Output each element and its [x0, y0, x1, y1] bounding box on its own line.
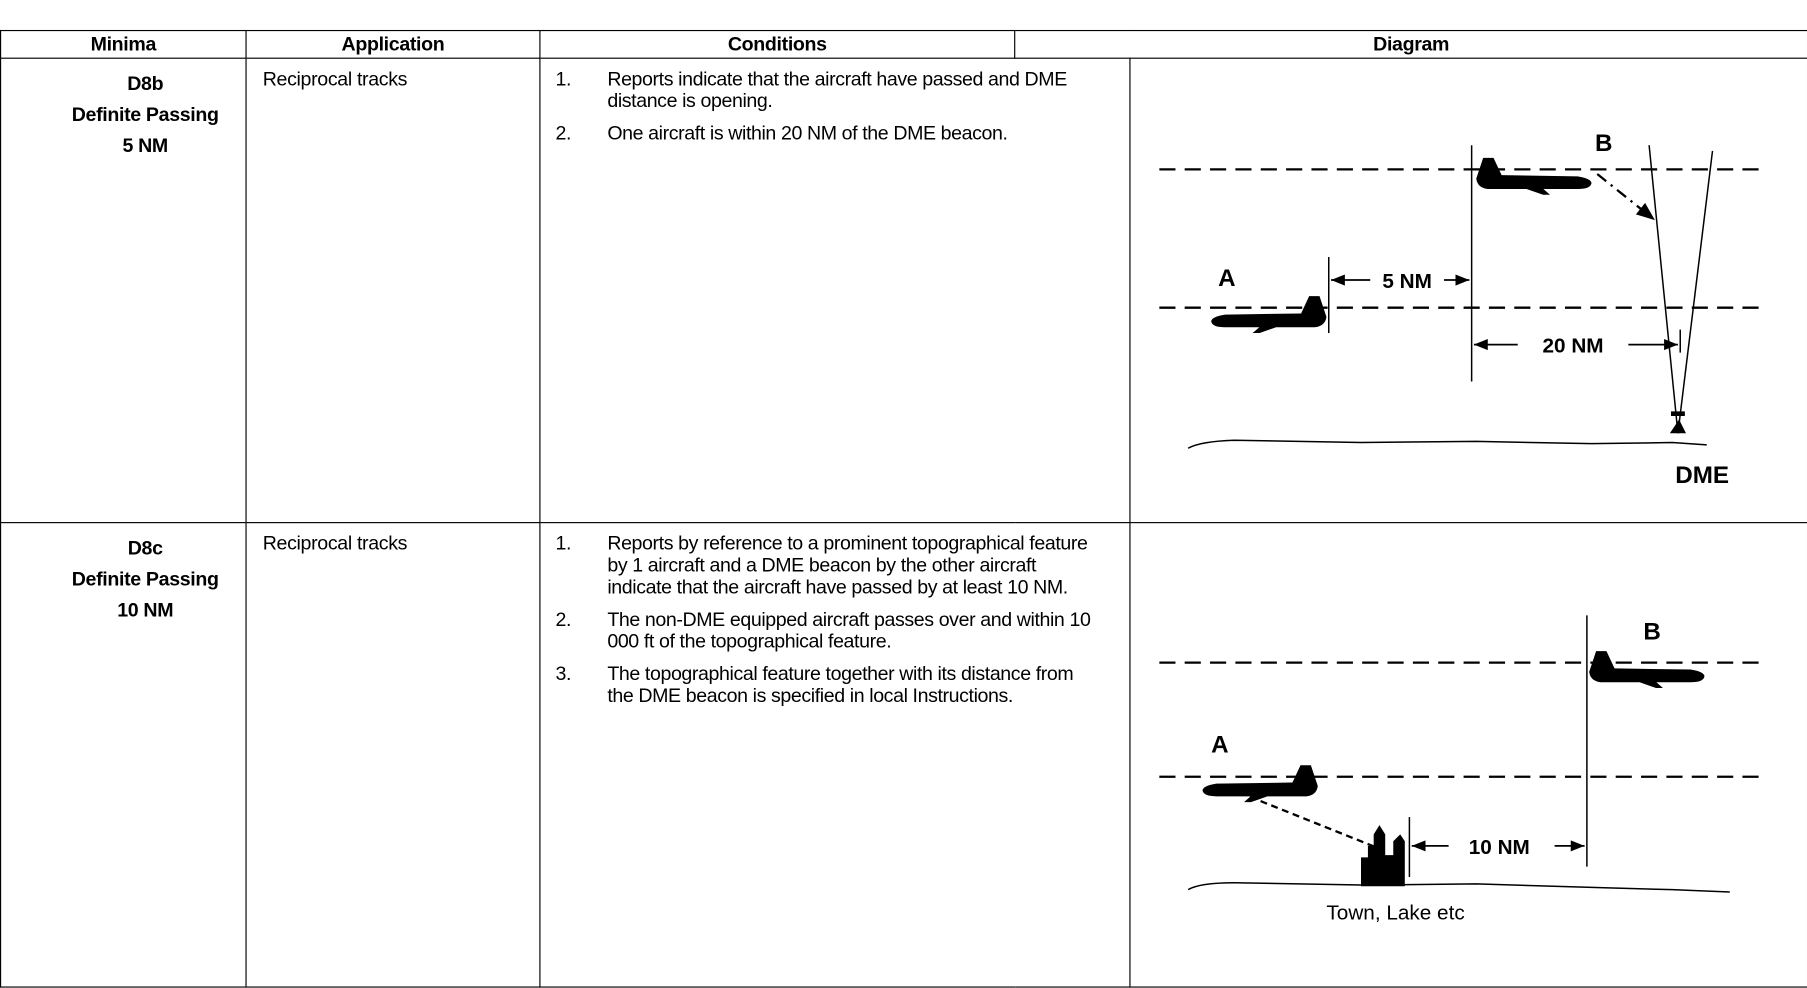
- condition-number: 2.: [555, 608, 572, 631]
- aircraft: [1211, 296, 1327, 334]
- application-cell: Reciprocal tracks: [245, 57, 541, 524]
- aircraft-label: B: [1643, 619, 1660, 646]
- condition-text: One aircraft is within 20 NM of the DME …: [607, 122, 1008, 145]
- diagram-cell: B A 10 NM Town, Lake etc: [1129, 522, 1807, 988]
- condition: 2. The non-DME equipped aircraft passes o…: [555, 608, 1129, 652]
- diagram: B A 5 NM 20 NM DME: [1159, 130, 1767, 489]
- diagram-cell: B A 5 NM 20 NM DME: [1129, 57, 1807, 524]
- minima-type: Definite Passing: [71, 103, 219, 126]
- town-icon: [1361, 825, 1405, 887]
- condition-text: The non-DME equipped aircraft passes ove…: [607, 608, 1091, 653]
- diagram: B A 10 NM Town, Lake etc: [1159, 615, 1767, 925]
- dme-beacon: [1669, 411, 1686, 434]
- feature-label: Town, Lake etc: [1326, 902, 1464, 925]
- minima-table: Minima Application Conditions Diagram D8…: [0, 29, 1807, 988]
- condition-number: 3.: [555, 662, 572, 685]
- conditions-cell: 1. Reports indicate that the aircraft hav…: [539, 57, 1131, 524]
- aircraft-label: A: [1211, 732, 1228, 759]
- conditions-cell: 1. Reports by reference to a prominent to…: [539, 522, 1131, 988]
- header-cell: Minima: [0, 29, 247, 59]
- aircraft: [1202, 765, 1318, 803]
- condition: 3. The topographical feature together wit…: [555, 663, 1129, 707]
- minima-type: Definite Passing: [71, 568, 219, 591]
- condition-number: 2.: [555, 122, 572, 145]
- minima-code: D8c: [127, 537, 163, 559]
- condition-text: Reports by reference to a prominent topo…: [607, 532, 1088, 599]
- aircraft-label: A: [1218, 265, 1235, 292]
- beacon-label: DME: [1675, 462, 1729, 489]
- distance-label: 10 NM: [1469, 836, 1530, 859]
- minima-cell: D8c Definite Passing 10 NM: [0, 522, 247, 988]
- application-cell: Reciprocal tracks: [245, 522, 541, 988]
- dme-cone: [1648, 145, 1679, 434]
- aircraft-label: B: [1595, 130, 1612, 157]
- condition-text: Reports indicate that the aircraft have …: [607, 67, 1067, 112]
- condition-text: The topographical feature together with …: [607, 662, 1074, 707]
- minima-distance: 5 NM: [122, 134, 168, 157]
- track-arrow: [1596, 173, 1656, 222]
- condition-number: 1.: [555, 532, 572, 555]
- table-row: D8c Definite Passing 10 NM Reciprocal tr…: [0, 522, 1807, 988]
- condition: 2. One aircraft is within 20 NM of the DM…: [555, 122, 1129, 144]
- header-row: Minima Application Conditions Diagram: [0, 29, 1807, 59]
- header-cell: Application: [245, 29, 541, 59]
- condition: 1. Reports indicate that the aircraft hav…: [555, 68, 1129, 112]
- distance-label: 20 NM: [1543, 335, 1604, 358]
- header-cell: Diagram: [1014, 29, 1807, 59]
- minima-cell: D8b Definite Passing 5 NM: [0, 57, 247, 524]
- page: Minima Application Conditions Diagram D8…: [0, 29, 1807, 988]
- distance-label: 5 NM: [1382, 270, 1432, 293]
- condition: 1. Reports by reference to a prominent to…: [555, 532, 1129, 598]
- condition-number: 1.: [555, 67, 572, 90]
- ground-line: [1187, 439, 1707, 449]
- ground-line: [1187, 882, 1730, 893]
- label-bg: [1370, 266, 1444, 294]
- label-bg: [1517, 330, 1629, 359]
- minima-code: D8b: [127, 72, 164, 95]
- aircraft: [1476, 157, 1592, 195]
- header-cell: Conditions: [539, 29, 1016, 59]
- minima-distance: 10 NM: [117, 599, 174, 622]
- table-row: D8b Definite Passing 5 NM Reciprocal tra…: [0, 57, 1807, 524]
- label-bg: [1448, 832, 1555, 860]
- dme-cone: [1677, 150, 1714, 434]
- aircraft: [1589, 651, 1705, 688]
